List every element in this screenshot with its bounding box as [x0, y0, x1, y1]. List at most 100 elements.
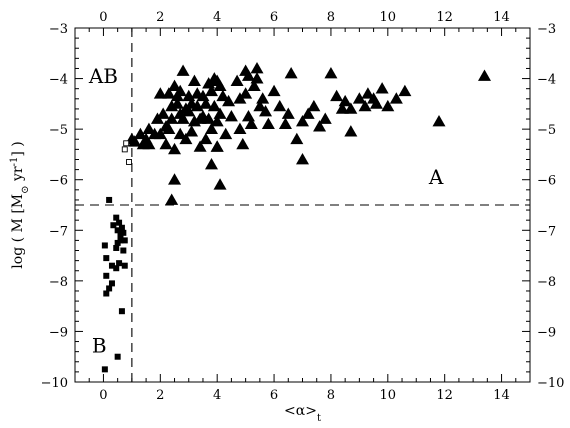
triangle-marker — [205, 122, 218, 135]
y-tick-label: −8 — [49, 275, 68, 290]
triangle-marker — [165, 112, 179, 124]
y-tick-label: −10 — [41, 376, 68, 391]
triangle-marker — [168, 173, 182, 185]
filled-square-marker — [106, 285, 113, 292]
triangle-marker — [250, 61, 264, 74]
triangle-marker — [230, 74, 244, 86]
triangle-marker — [381, 99, 395, 112]
filled-square-marker — [116, 219, 123, 226]
triangle-marker — [159, 137, 173, 150]
x-tick-label-top: 14 — [493, 10, 510, 25]
filled-square-marker — [120, 247, 127, 254]
filled-square-marker — [110, 222, 117, 229]
filled-square-marker — [121, 237, 128, 244]
triangle-marker — [239, 87, 253, 99]
triangle-marker — [222, 94, 236, 107]
x-tick-label: 10 — [380, 388, 397, 403]
filled-square-marker — [103, 272, 110, 279]
y-tick-label-right: −6 — [537, 174, 556, 189]
data-points — [101, 61, 491, 373]
triangle-marker — [207, 99, 221, 112]
triangle-marker — [352, 92, 366, 104]
y-tick-label: −9 — [49, 325, 68, 340]
triangle-marker — [153, 87, 167, 99]
triangle-marker — [273, 99, 287, 112]
triangle-marker — [344, 102, 358, 114]
open-square-marker — [126, 159, 132, 165]
y-tick-label: −6 — [49, 174, 68, 189]
triangle-marker — [330, 89, 344, 102]
open-square-marker — [121, 146, 128, 153]
triangle-marker — [307, 99, 321, 112]
axis-ticks: 0 0 2 2 4 4 6 6 8 8 10 10 12 12 14 14 −10 −10 −9 −9 −8 −8 −7 −7… — [41, 10, 565, 403]
y-tick-label: −3 — [49, 22, 68, 37]
y-tick-label-right: −8 — [537, 275, 556, 290]
triangle-marker — [176, 112, 190, 124]
triangle-marker — [281, 107, 295, 119]
triangle-marker — [179, 132, 193, 145]
x-tick-label-top: 2 — [156, 10, 164, 25]
filled-square-marker — [113, 265, 120, 272]
region-label-a: A — [428, 165, 444, 189]
triangle-marker — [250, 72, 264, 84]
triangle-marker — [224, 110, 238, 122]
y-tick-label: −4 — [49, 73, 68, 88]
triangle-marker — [259, 104, 273, 117]
y-tick-label: −5 — [49, 123, 68, 138]
x-tick-label-top: 4 — [213, 10, 221, 25]
x-tick-label: 6 — [270, 388, 278, 403]
reference-lines — [75, 28, 530, 382]
x-tick-label-top: 12 — [436, 10, 453, 25]
triangle-marker — [128, 135, 142, 147]
triangle-marker — [193, 140, 207, 152]
triangle-marker — [168, 79, 182, 92]
triangle-marker — [324, 67, 338, 79]
triangle-marker — [244, 117, 258, 129]
triangle-marker — [133, 127, 147, 140]
triangle-marker — [290, 132, 304, 145]
triangle-marker — [296, 115, 309, 127]
x-tick-label: 4 — [213, 388, 221, 403]
triangle-marker — [153, 127, 167, 140]
triangle-marker — [156, 107, 170, 119]
triangle-marker — [398, 84, 412, 97]
triangle-marker — [261, 117, 275, 129]
triangle-marker — [233, 122, 247, 135]
filled-square-marker — [103, 290, 110, 297]
triangle-marker — [267, 84, 281, 97]
triangle-marker — [162, 122, 176, 135]
filled-square-marker — [113, 244, 120, 251]
y-tick-label-right: −5 — [537, 123, 556, 138]
triangle-marker — [241, 69, 255, 81]
filled-square-marker — [118, 224, 125, 231]
y-tick-label-right: −3 — [537, 22, 556, 37]
x-tick-label: 12 — [436, 388, 453, 403]
triangle-marker — [185, 125, 199, 137]
triangle-marker — [205, 158, 218, 170]
filled-square-marker — [114, 353, 121, 360]
triangle-marker — [361, 87, 375, 99]
y-tick-label-right: −4 — [537, 73, 556, 88]
triangle-marker — [210, 115, 224, 127]
triangle-marker — [335, 102, 349, 114]
triangle-marker — [313, 120, 327, 132]
x-tick-label: 2 — [156, 388, 164, 403]
triangle-marker — [478, 69, 491, 81]
triangle-marker — [142, 122, 156, 135]
filled-square-marker — [103, 255, 110, 262]
x-tick-label: 14 — [493, 388, 510, 403]
region-label-b: B — [92, 334, 107, 358]
triangle-marker — [182, 104, 196, 117]
triangle-marker — [389, 92, 403, 104]
triangle-marker — [202, 112, 216, 124]
filled-square-marker — [120, 229, 127, 236]
filled-square-marker — [101, 366, 108, 373]
triangle-marker — [199, 97, 213, 109]
filled-square-marker — [116, 260, 123, 267]
triangle-marker — [187, 74, 201, 86]
triangle-marker — [241, 110, 255, 122]
triangle-marker — [369, 97, 383, 109]
x-tick-label: 0 — [99, 388, 107, 403]
triangle-marker — [213, 107, 227, 119]
